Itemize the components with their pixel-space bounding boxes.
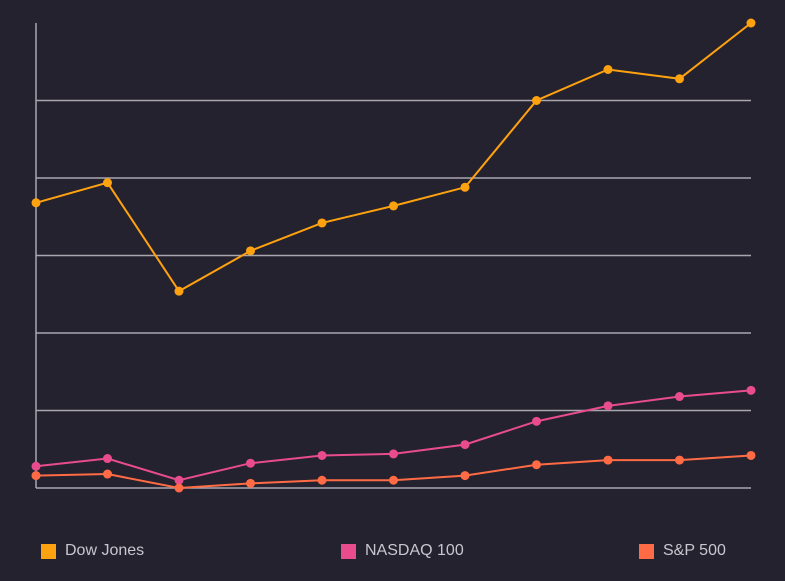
legend-label-sp-500: S&P 500 — [663, 542, 726, 559]
data-point-nasdaq-100[interactable] — [532, 416, 541, 426]
data-point-dow-jones[interactable] — [103, 178, 112, 188]
series-dow-jones — [31, 18, 756, 296]
data-point-dow-jones[interactable] — [532, 96, 541, 105]
series-lines — [31, 18, 756, 493]
data-point-s-p-500[interactable] — [103, 469, 112, 479]
data-point-s-p-500[interactable] — [317, 475, 327, 485]
data-point-dow-jones[interactable] — [174, 286, 184, 296]
series-nasdaq-100 — [31, 385, 756, 485]
grid — [36, 99, 751, 489]
legend-swatch-sp-500 — [639, 543, 654, 559]
data-point-s-p-500[interactable] — [174, 483, 184, 493]
data-point-s-p-500[interactable] — [246, 478, 255, 488]
data-point-nasdaq-100[interactable] — [174, 475, 184, 485]
series-s-p-500 — [31, 450, 756, 493]
data-point-dow-jones[interactable] — [246, 246, 255, 256]
series-line-dow-jones — [35, 22, 752, 293]
line-chart — [31, 18, 756, 493]
data-point-s-p-500[interactable] — [31, 471, 41, 481]
data-point-nasdaq-100[interactable] — [31, 461, 41, 471]
legend-label-nasdaq-100: NASDAQ 100 — [365, 542, 464, 559]
data-point-nasdaq-100[interactable] — [317, 450, 327, 460]
data-point-nasdaq-100[interactable] — [103, 454, 112, 464]
data-point-dow-jones[interactable] — [746, 18, 756, 28]
data-point-nasdaq-100[interactable] — [460, 440, 470, 450]
data-point-s-p-500[interactable] — [746, 450, 756, 460]
data-point-nasdaq-100[interactable] — [389, 449, 398, 459]
data-point-nasdaq-100[interactable] — [675, 392, 684, 402]
legend-swatch-nasdaq-100 — [341, 543, 356, 559]
data-point-s-p-500[interactable] — [389, 475, 398, 485]
legend-item-nasdaq-100[interactable]: NASDAQ 100 — [341, 541, 464, 561]
data-point-dow-jones[interactable] — [603, 65, 613, 74]
data-point-dow-jones[interactable] — [675, 74, 684, 84]
series-line-nasdaq-100 — [35, 389, 752, 482]
data-point-dow-jones[interactable] — [31, 198, 41, 208]
data-point-dow-jones[interactable] — [317, 218, 327, 228]
data-point-nasdaq-100[interactable] — [603, 401, 613, 411]
legend-item-sp-500[interactable]: S&P 500 — [639, 541, 726, 561]
legend-label-dow-jones: Dow Jones — [65, 542, 145, 559]
data-point-nasdaq-100[interactable] — [746, 385, 756, 395]
data-point-dow-jones[interactable] — [389, 201, 398, 211]
data-point-s-p-500[interactable] — [675, 455, 684, 465]
data-point-dow-jones[interactable] — [460, 182, 470, 192]
legend-swatch-dow-jones — [41, 543, 56, 559]
legend-item-dow-jones[interactable]: Dow Jones — [41, 541, 144, 561]
data-point-nasdaq-100[interactable] — [246, 458, 255, 468]
data-point-s-p-500[interactable] — [603, 455, 613, 465]
data-point-s-p-500[interactable] — [532, 460, 541, 470]
data-point-s-p-500[interactable] — [460, 471, 470, 481]
